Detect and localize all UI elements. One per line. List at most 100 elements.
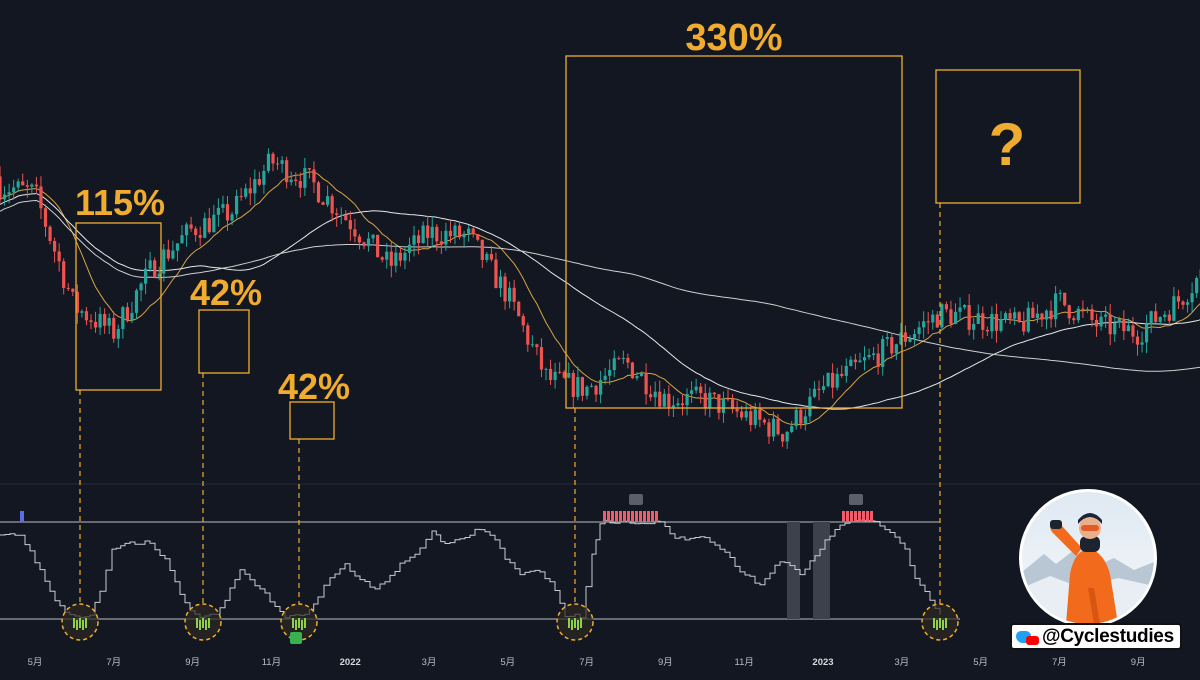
candle-body [827,373,830,386]
candle-body [654,392,657,398]
overbought-bar [858,511,861,522]
x-tick-label: 9月 [658,657,673,668]
candle-body [817,389,820,390]
oversold-bar [304,618,306,628]
overbought-bar [635,511,638,522]
candle-body [303,168,306,188]
candle-body [854,360,857,363]
overbought-bar [639,511,642,522]
candle-body [490,254,493,260]
candle-body [472,229,475,234]
candle-body [426,226,429,238]
candle-body [1140,342,1143,344]
candle-body [1027,308,1030,332]
candle-body [877,353,880,367]
candle-body [949,309,952,324]
candle-body [786,432,789,442]
candle-body [85,311,88,320]
oversold-bar [936,620,938,630]
candle-body [467,229,470,234]
candle-body [995,314,998,331]
candle-body [267,154,270,171]
candle-body [918,327,921,334]
overbought-bar [627,511,630,522]
candle-body [1131,325,1134,336]
highlight-band [787,522,800,619]
candle-body [585,387,588,396]
candle-body [0,176,2,199]
candle-body [194,229,197,235]
candle-body [126,307,129,320]
candle-body [431,227,434,238]
candle-body [349,220,352,229]
candle-body [367,238,370,246]
candle-body [1168,315,1171,321]
candle-body [108,318,111,326]
candle-body [676,403,679,405]
candle-body [845,366,848,376]
candle-body [704,393,707,408]
candle-body [513,288,516,302]
candle-body [645,373,648,394]
oversold-bar [196,618,198,628]
candle-body [1049,311,1052,320]
candle-body [945,304,948,309]
candle-body [344,215,347,220]
candle-body [1081,309,1084,310]
candle-body [285,160,288,182]
candle-body [1104,315,1107,317]
candle-body [549,369,552,380]
candle-body [867,355,870,357]
candle-body [790,426,793,432]
oversold-bar [301,620,303,630]
candle-body [936,315,939,328]
candle-body [321,202,324,205]
candle-body [836,374,839,388]
candle-body [94,322,97,328]
candle-body [681,403,684,405]
candle-body [162,250,165,274]
candle-body [831,373,834,388]
candle-body [667,394,670,408]
candle-body [294,180,297,181]
candle-body [558,372,561,373]
candle-body [781,434,784,441]
candle-body [26,185,29,187]
candle-body [722,399,725,413]
candle-body [326,196,329,205]
oversold-bar [295,620,297,630]
candle-body [540,347,543,369]
candle-body [1045,311,1048,320]
signal-marker-icon [629,494,643,505]
oversold-bar [73,618,75,628]
candle-body [736,409,739,412]
candle-body [990,314,993,331]
candle-body [8,192,11,194]
candle-body [1191,293,1194,302]
candle [517,301,520,317]
oversold-bar [205,620,207,630]
x-tick-label: 5月 [500,657,515,668]
candle-body [17,181,20,187]
candle-body [340,215,343,216]
candle-body [890,337,893,353]
candle-body [1086,309,1089,310]
candle-body [1163,315,1166,317]
candle-body [290,180,293,183]
oversold-bar [79,618,81,628]
candle-body [449,231,452,236]
candle-body [1059,293,1062,294]
candle-body [1118,319,1121,323]
candle-body [631,363,634,379]
candle-body [71,289,74,292]
x-tick-label: 3月 [894,657,909,668]
candle-body [226,204,229,220]
candle-body [986,330,989,331]
candle-body [999,319,1002,331]
oversold-bar [933,618,935,628]
candle-body [804,416,807,423]
candle-body [385,252,388,260]
candle-body [1154,311,1157,322]
candle-body [499,277,502,289]
candle-body [1004,313,1007,319]
